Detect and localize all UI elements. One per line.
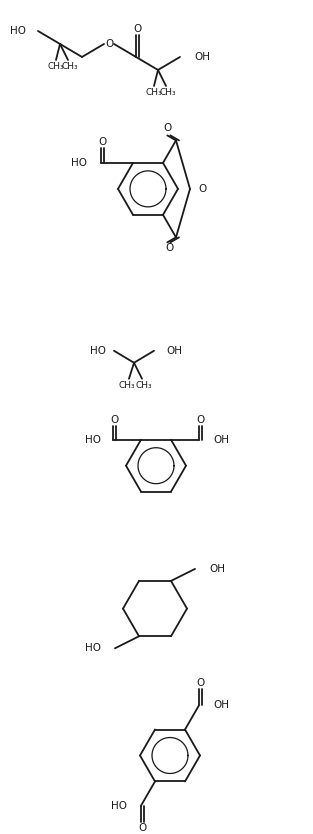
Text: O: O (133, 24, 141, 34)
Text: OH: OH (213, 701, 229, 711)
Text: HO: HO (85, 435, 101, 445)
Text: OH: OH (209, 564, 225, 574)
Text: CH₃: CH₃ (62, 63, 78, 72)
Text: O: O (138, 822, 146, 832)
Text: HO: HO (71, 158, 87, 168)
Text: O: O (105, 39, 113, 49)
Text: HO: HO (85, 643, 101, 653)
Text: O: O (110, 414, 119, 425)
Text: HO: HO (111, 801, 127, 811)
Text: O: O (196, 678, 205, 688)
Text: HO: HO (90, 346, 106, 356)
Text: CH₃: CH₃ (160, 88, 176, 98)
Text: O: O (196, 414, 205, 425)
Text: O: O (98, 137, 107, 147)
Text: OH: OH (213, 435, 229, 445)
Text: CH₃: CH₃ (119, 381, 135, 390)
Text: CH₃: CH₃ (136, 381, 152, 390)
Text: OH: OH (194, 52, 210, 62)
Text: OH: OH (166, 346, 182, 356)
Text: O: O (165, 244, 173, 254)
Text: O: O (198, 183, 206, 193)
Text: HO: HO (10, 26, 26, 36)
Text: CH₃: CH₃ (146, 88, 162, 98)
Text: CH₃: CH₃ (48, 63, 64, 72)
Text: O: O (163, 123, 172, 133)
